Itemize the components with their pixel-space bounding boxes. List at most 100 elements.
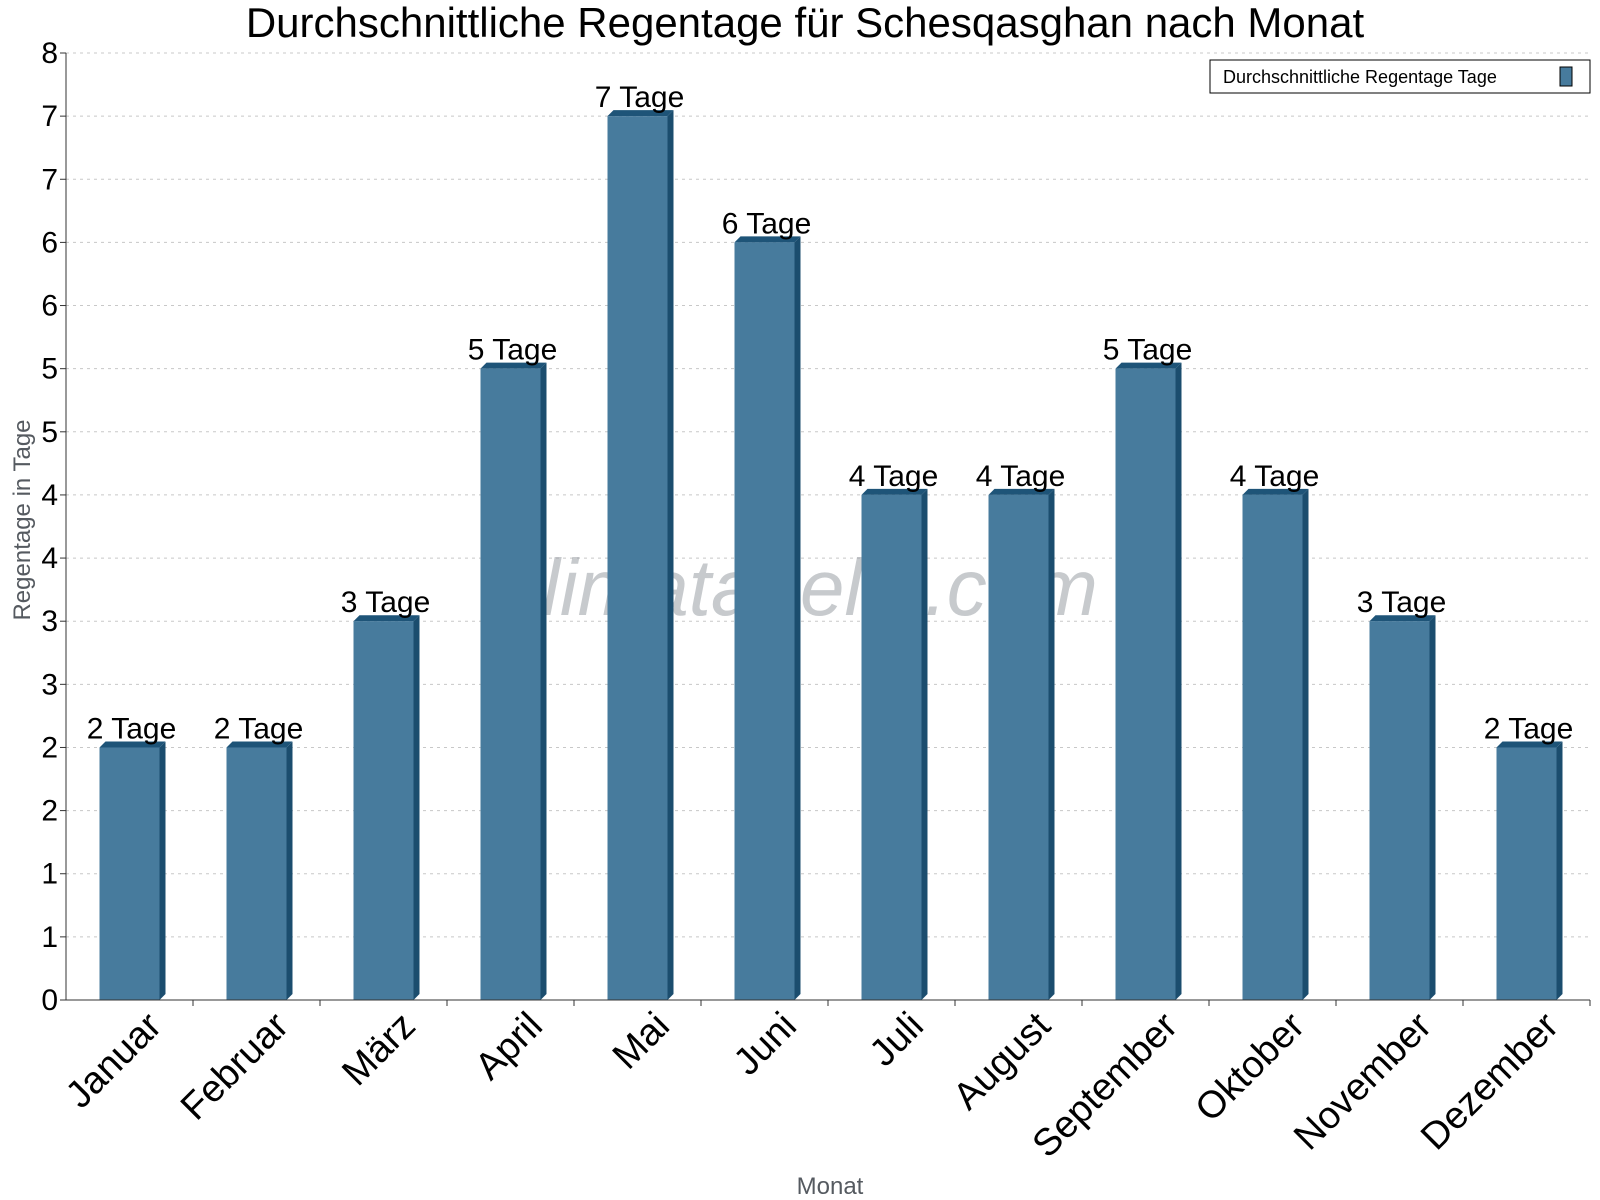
bar-side xyxy=(1556,741,1563,1000)
bar-top xyxy=(480,362,547,369)
y-tick-label: 1 xyxy=(41,921,58,954)
data-label: 5 Tage xyxy=(468,334,558,367)
bar-front xyxy=(988,494,1049,1000)
data-label: 7 Tage xyxy=(595,81,685,114)
bar-front xyxy=(1496,747,1557,1000)
bar-oktober xyxy=(1242,488,1309,1000)
x-tick-label: Juni xyxy=(726,1005,805,1084)
bar-front xyxy=(1115,368,1176,1001)
y-tick-label: 4 xyxy=(41,542,58,575)
y-tick-label: 0 xyxy=(41,984,58,1017)
bar-februar xyxy=(226,741,293,1000)
bar-top xyxy=(226,741,293,748)
data-labels: 2 Tage 2 Tage 3 Tage 5 Tage 7 Tage 6 Tage 4 Ta… xyxy=(87,81,1574,745)
x-tick-label: Mai xyxy=(605,1005,678,1078)
bar-top xyxy=(1496,741,1563,748)
bar-november xyxy=(1369,615,1436,1000)
data-label: 2 Tage xyxy=(87,712,177,745)
legend-label: Durchschnittliche Regentage Tage xyxy=(1223,67,1497,87)
bar-front xyxy=(353,621,414,1000)
bar-side xyxy=(540,362,547,1001)
y-axis-ticks: 0 1 1 2 2 3 3 4 4 5 5 6 6 7 7 8 xyxy=(41,37,66,1017)
data-label: 2 Tage xyxy=(214,712,304,745)
x-tick-label: Oktober xyxy=(1188,1004,1314,1130)
y-axis-label: Regentage in Tage xyxy=(9,419,36,620)
y-tick-label: 8 xyxy=(41,37,58,70)
x-tick-label: August xyxy=(946,1004,1060,1118)
x-tick-label: März xyxy=(334,1005,423,1094)
grid-lines xyxy=(66,52,1590,938)
legend: Durchschnittliche Regentage Tage xyxy=(1209,59,1591,94)
bar-side xyxy=(1302,488,1309,1000)
bar-januar xyxy=(99,741,166,1000)
bar-top xyxy=(1115,362,1182,369)
y-tick-label: 5 xyxy=(41,353,58,386)
bar-side xyxy=(286,741,293,1000)
data-label: 3 Tage xyxy=(1357,586,1447,619)
bar-top xyxy=(607,110,674,117)
bar-front xyxy=(1369,621,1430,1000)
data-label: 6 Tage xyxy=(722,207,812,240)
bar-front xyxy=(861,494,922,1000)
bar-top xyxy=(734,236,801,243)
data-label: 4 Tage xyxy=(849,460,939,493)
x-tick-label: November xyxy=(1286,1004,1440,1158)
x-axis-label: Monat xyxy=(797,1173,864,1200)
x-tick-label: Dezember xyxy=(1413,1004,1567,1158)
data-label: 4 Tage xyxy=(976,460,1066,493)
y-tick-label: 2 xyxy=(41,731,58,764)
bar-side xyxy=(413,615,420,1000)
bar-september xyxy=(1115,362,1182,1001)
y-tick-label: 5 xyxy=(41,416,58,449)
bar-side xyxy=(921,488,928,1000)
data-label: 2 Tage xyxy=(1484,712,1574,745)
bar-top xyxy=(99,741,166,748)
y-tick-label: 3 xyxy=(41,605,58,638)
x-tick-label: Juli xyxy=(862,1005,932,1075)
bar-top xyxy=(353,615,420,622)
bar-april xyxy=(480,362,547,1001)
y-tick-label: 1 xyxy=(41,858,58,891)
data-label: 5 Tage xyxy=(1103,334,1193,367)
bar-front xyxy=(607,116,668,1001)
bar-august xyxy=(988,488,1055,1000)
x-axis-ticks: Januar Februar März April Mai Juni Juli AugustS… xyxy=(58,1000,1591,1166)
bar-top xyxy=(988,488,1055,495)
y-tick-label: 2 xyxy=(41,795,58,828)
y-tick-label: 7 xyxy=(41,100,58,133)
y-tick-label: 4 xyxy=(41,479,58,512)
y-tick-label: 3 xyxy=(41,668,58,701)
bar-top xyxy=(1369,615,1436,622)
bar-front xyxy=(99,747,160,1000)
bar-top xyxy=(1242,488,1309,495)
y-tick-label: 7 xyxy=(41,163,58,196)
bar-front xyxy=(734,242,795,1000)
bar-side xyxy=(667,110,674,1001)
bar-front xyxy=(226,747,287,1000)
x-tick-label: Januar xyxy=(58,1004,170,1116)
x-tick-label: April xyxy=(467,1005,550,1088)
bar-juli xyxy=(861,488,928,1000)
bar-side xyxy=(1175,362,1182,1001)
bar-märz xyxy=(353,615,420,1000)
data-label: 3 Tage xyxy=(341,586,431,619)
bar-side xyxy=(1048,488,1055,1000)
bar-front xyxy=(480,368,541,1001)
legend-swatch xyxy=(1559,66,1573,87)
bar-side xyxy=(1429,615,1436,1000)
bar-top xyxy=(861,488,928,495)
bar-side xyxy=(794,236,801,1000)
x-tick-label: Februar xyxy=(173,1004,297,1128)
axes xyxy=(65,53,1590,1001)
bar-front xyxy=(1242,494,1303,1000)
bar-mai xyxy=(607,110,674,1001)
legend-box xyxy=(1209,59,1591,94)
bar-side xyxy=(159,741,166,1000)
data-label: 4 Tage xyxy=(1230,460,1320,493)
bars xyxy=(99,110,1563,1001)
y-tick-label: 6 xyxy=(41,226,58,259)
chart-title: Durchschnittliche Regentage für Schesqas… xyxy=(246,0,1365,46)
bar-dezember xyxy=(1496,741,1563,1000)
